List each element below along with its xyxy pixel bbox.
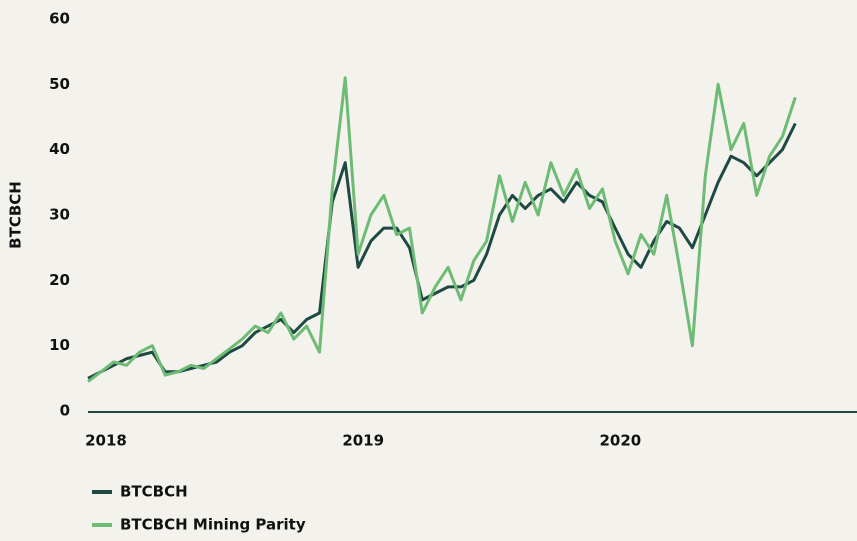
y-tick-label: 10 xyxy=(49,336,70,354)
y-tick-label: 20 xyxy=(49,271,70,289)
y-tick-label: 40 xyxy=(49,140,70,158)
legend-label: BTCBCH Mining Parity xyxy=(120,516,306,534)
legend-label: BTCBCH xyxy=(120,483,188,501)
x-tick-label: 2019 xyxy=(342,432,384,450)
series-line xyxy=(87,122,797,380)
y-tick-label: 30 xyxy=(49,206,70,224)
y-axis-label: BTCBCH xyxy=(7,181,25,249)
x-tick-label: 2020 xyxy=(600,432,642,450)
series-line xyxy=(87,76,797,383)
y-tick-label: 50 xyxy=(49,75,70,93)
x-tick-label: 2018 xyxy=(85,432,127,450)
y-tick-label: 0 xyxy=(60,402,70,420)
y-tick-label: 60 xyxy=(49,10,70,28)
